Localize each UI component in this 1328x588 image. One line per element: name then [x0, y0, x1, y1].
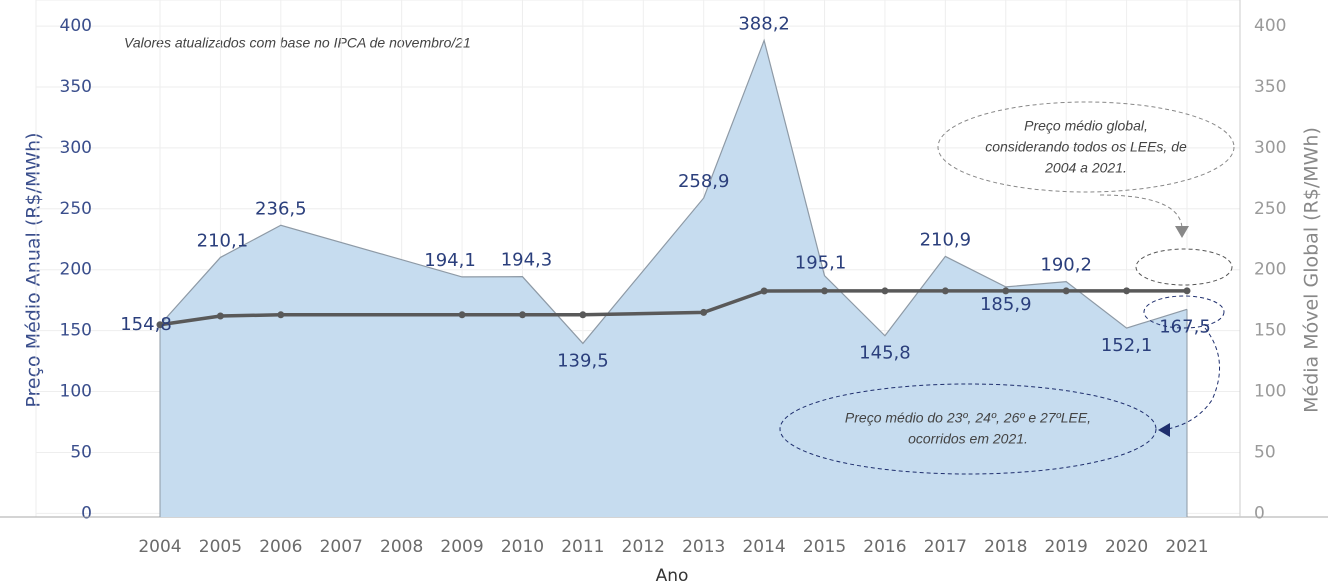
y-tick-label: 350 [60, 77, 92, 97]
x-tick-label: 2016 [863, 537, 906, 557]
x-tick-label: 2019 [1045, 537, 1088, 557]
point [1123, 287, 1131, 295]
value-label: 388,2 [738, 13, 790, 34]
value-label: 258,9 [678, 171, 730, 192]
x-axis-label: Ano [656, 566, 689, 586]
callout-arrow [1099, 194, 1183, 229]
x-tick-label: 2017 [924, 537, 967, 557]
y2-tick-label: 0 [1254, 503, 1265, 523]
point [156, 321, 164, 329]
point [277, 311, 285, 319]
point [700, 308, 708, 316]
value-label: 185,9 [980, 294, 1032, 315]
x-tick-label: 2021 [1165, 537, 1208, 557]
y2-tick-label: 150 [1254, 321, 1286, 341]
x-tick-label: 2011 [561, 537, 604, 557]
x-tick-label: 2006 [259, 537, 302, 557]
x-tick-label: 2014 [742, 537, 785, 557]
point [518, 311, 526, 319]
x-tick-label: 2010 [501, 537, 544, 557]
annotation-text: 2004 a 2021. [1044, 160, 1127, 176]
y2-tick-label: 300 [1254, 138, 1286, 158]
value-label: 139,5 [557, 350, 609, 371]
x-tick-label: 2005 [199, 537, 242, 557]
point [216, 312, 224, 320]
callout-arrow [1161, 327, 1221, 431]
x-tick-label: 2008 [380, 537, 423, 557]
y-tick-label: 0 [81, 503, 92, 523]
value-label: 194,3 [501, 250, 553, 271]
y-tick-label: 400 [60, 16, 92, 36]
x-tick-label: 2015 [803, 537, 846, 557]
point [579, 311, 587, 319]
y-tick-label: 50 [70, 442, 92, 462]
y-tick-label: 300 [60, 138, 92, 158]
point [1062, 287, 1070, 295]
point [1002, 287, 1010, 295]
value-label: 236,5 [255, 198, 307, 219]
value-label: 210,9 [920, 229, 972, 250]
x-tick-label: 2009 [440, 537, 483, 557]
value-label: 152,1 [1101, 335, 1153, 356]
annotation-text: Preço médio do 23º, 24º, 26º e 27ºLEE, [845, 410, 1091, 426]
point [941, 287, 949, 295]
x-tick-label: 2020 [1105, 537, 1148, 557]
x-tick-label: 2012 [622, 537, 665, 557]
y2-tick-label: 250 [1254, 199, 1286, 219]
value-label: 167,5 [1159, 316, 1211, 337]
callout-ellipse [1143, 295, 1225, 329]
x-tick-label: 2007 [320, 537, 363, 557]
callout-ellipse [1135, 248, 1233, 286]
point [821, 287, 829, 295]
y-tick-label: 150 [60, 321, 92, 341]
y2-tick-label: 100 [1254, 382, 1286, 402]
y2-tick-label: 50 [1254, 442, 1276, 462]
point [881, 287, 889, 295]
point [458, 311, 466, 319]
value-label: 194,1 [424, 250, 476, 271]
y2-axis-label: Média Móvel Global (R$/MWh) [1301, 127, 1323, 413]
annotation-text: Preço médio global, [1024, 118, 1148, 134]
value-label: 210,1 [197, 230, 249, 251]
callout-ellipse [937, 101, 1235, 193]
value-label: 190,2 [1040, 255, 1092, 276]
y2-tick-label: 200 [1254, 260, 1286, 280]
value-label: 145,8 [859, 343, 911, 364]
callout-ellipse [779, 383, 1157, 475]
x-tick-label: 2018 [984, 537, 1027, 557]
arrow-head [1158, 423, 1170, 437]
y-tick-label: 250 [60, 199, 92, 219]
y-tick-label: 200 [60, 260, 92, 280]
x-tick-label: 2004 [138, 537, 181, 557]
y2-tick-label: 350 [1254, 77, 1286, 97]
arrow-head [1175, 226, 1189, 238]
value-label: 195,1 [795, 253, 847, 274]
area [160, 40, 1187, 517]
area-line [159, 38, 1188, 345]
chart-note: Valores atualizados com base no IPCA de … [124, 35, 471, 51]
y2-tick-label: 400 [1254, 16, 1286, 36]
y-axis-label: Preço Médio Anual (R$/MWh) [23, 132, 45, 407]
point [760, 287, 768, 295]
x-tick-label: 2013 [682, 537, 725, 557]
y-tick-label: 100 [60, 382, 92, 402]
value-label: 154,8 [120, 314, 172, 335]
annotation-text: ocorridos em 2021. [908, 431, 1028, 447]
annotation-text: considerando todos os LEEs, de [985, 139, 1187, 155]
point [1183, 287, 1191, 295]
